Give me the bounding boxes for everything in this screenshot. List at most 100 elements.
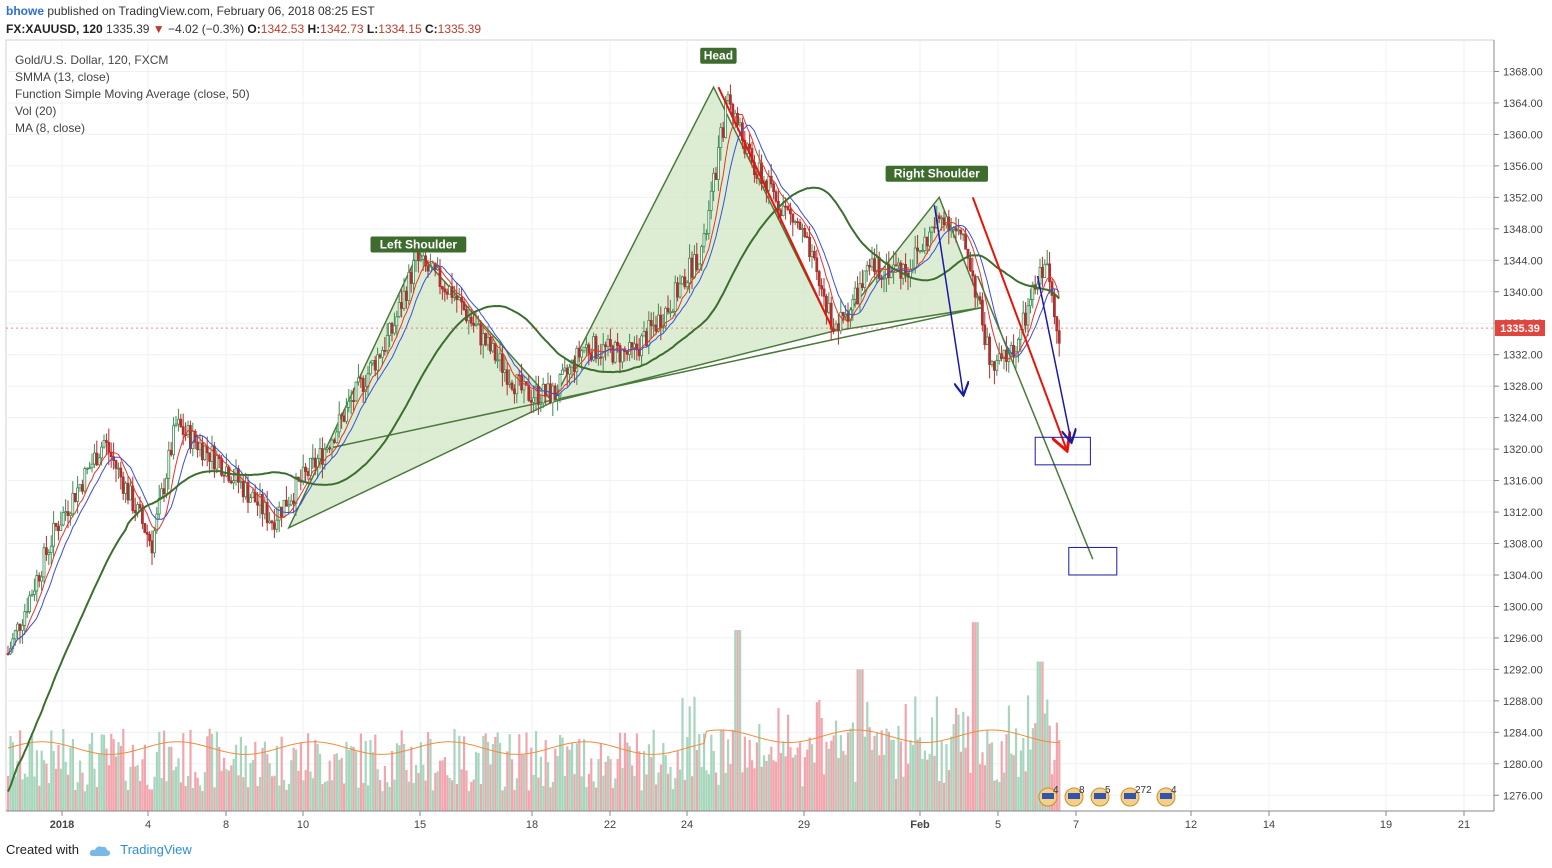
volume-bar — [88, 743, 91, 811]
volume-bar — [635, 733, 638, 811]
volume-bar — [93, 768, 96, 811]
event-markers[interactable]: 4 8 5 272 4 — [1038, 785, 1177, 807]
volume-bar — [609, 759, 612, 811]
candle-body — [870, 258, 874, 268]
volume-bar — [422, 764, 425, 811]
volume-bar — [597, 758, 600, 811]
candle-body — [685, 282, 689, 288]
candle-body — [508, 382, 512, 385]
candle-body — [356, 377, 360, 383]
volume-bar — [650, 757, 653, 811]
candle-body — [527, 384, 531, 401]
volume-bar — [760, 766, 763, 811]
candle-body — [496, 359, 500, 362]
moving-averages — [7, 113, 1060, 792]
candle-body — [20, 625, 24, 631]
y-tick-label: 1276.00 — [1503, 790, 1543, 802]
tradingview-link[interactable]: TradingView — [120, 842, 192, 857]
candle-body — [796, 221, 799, 224]
volume-bar — [326, 780, 329, 811]
x-tick-label: 8 — [223, 819, 229, 831]
event-count: 4 — [1053, 785, 1059, 796]
volume-bar — [568, 749, 571, 811]
candle-body — [479, 323, 483, 346]
volume-bar — [153, 776, 156, 811]
volume-bar — [631, 765, 634, 811]
volume-bar — [381, 791, 384, 811]
volume-bar — [470, 781, 473, 811]
volume-bar — [199, 785, 202, 811]
candle-body — [606, 339, 610, 347]
candle-body — [856, 287, 859, 305]
volume-bar — [302, 780, 305, 811]
price-axis[interactable]: 1276.00 1280.00 1284.00 1288.00 1292.00 1296.… — [6, 40, 1545, 811]
volume-bar — [335, 753, 338, 811]
candle-body — [683, 276, 687, 288]
volume-bar — [686, 737, 689, 811]
candle-body — [885, 263, 888, 279]
candle-body — [947, 216, 951, 232]
candle-body — [145, 532, 149, 535]
candle-body — [592, 336, 595, 361]
candle-body — [839, 311, 843, 332]
y-tick-label: 1308.00 — [1503, 539, 1543, 551]
candle-body — [222, 474, 226, 477]
volume-bar — [717, 784, 720, 811]
candle-body — [93, 452, 96, 465]
volume-bar — [820, 718, 823, 811]
volume-bar — [7, 775, 10, 811]
volume-bar — [1019, 750, 1022, 811]
y-tick-label: 1344.00 — [1503, 255, 1543, 267]
candle-body — [561, 369, 564, 375]
candle-body — [503, 369, 507, 373]
candle-body — [467, 316, 471, 322]
candle-body — [150, 540, 154, 554]
candle-body — [385, 335, 389, 351]
volume-bar — [256, 786, 259, 811]
volume-bar — [491, 744, 494, 811]
candle-body — [877, 257, 881, 279]
candle-body — [928, 231, 931, 247]
low-label: L: — [366, 22, 379, 36]
volume-bar — [227, 770, 230, 811]
candle-body — [532, 397, 535, 403]
volume-bar — [247, 787, 250, 811]
volume-bar — [515, 778, 518, 811]
time-axis[interactable]: 2018 4 8 10 15 18 22 24 29 Feb 5 7 12 14 19 21 — [6, 810, 1494, 831]
candle-body — [889, 271, 893, 278]
volume-bar — [763, 755, 766, 811]
flag-canton — [1094, 793, 1106, 799]
volume-bar — [652, 729, 655, 811]
volume-bar — [244, 745, 247, 811]
volume-bar — [904, 704, 907, 811]
volume-bar — [847, 732, 850, 811]
candle-body — [1017, 339, 1020, 353]
volume-bar — [590, 758, 593, 811]
candle-body — [609, 339, 612, 347]
volume-bar — [194, 771, 197, 811]
volume-bar — [388, 787, 391, 811]
candle-body — [995, 360, 999, 371]
candle-body — [952, 227, 955, 230]
volume-bar — [278, 785, 281, 811]
volume-bar — [83, 791, 86, 811]
candle-body — [693, 254, 696, 278]
candle-body — [421, 255, 425, 260]
volume-bar — [844, 754, 847, 811]
volume-bar — [575, 743, 578, 811]
candle-body — [57, 526, 60, 532]
author-name[interactable]: bhowe — [6, 4, 44, 18]
volume-bar — [501, 790, 504, 811]
volume-bar — [211, 733, 214, 811]
volume-bar — [607, 756, 610, 811]
volume-bar — [755, 742, 758, 811]
volume-bar — [880, 730, 883, 811]
candle-body — [568, 366, 571, 375]
volume-bar — [667, 773, 670, 811]
volume-bar — [688, 706, 691, 811]
volume-bar — [981, 752, 984, 811]
candle-body — [378, 354, 382, 358]
volume-bar — [275, 745, 278, 811]
candle-body — [1031, 284, 1035, 300]
